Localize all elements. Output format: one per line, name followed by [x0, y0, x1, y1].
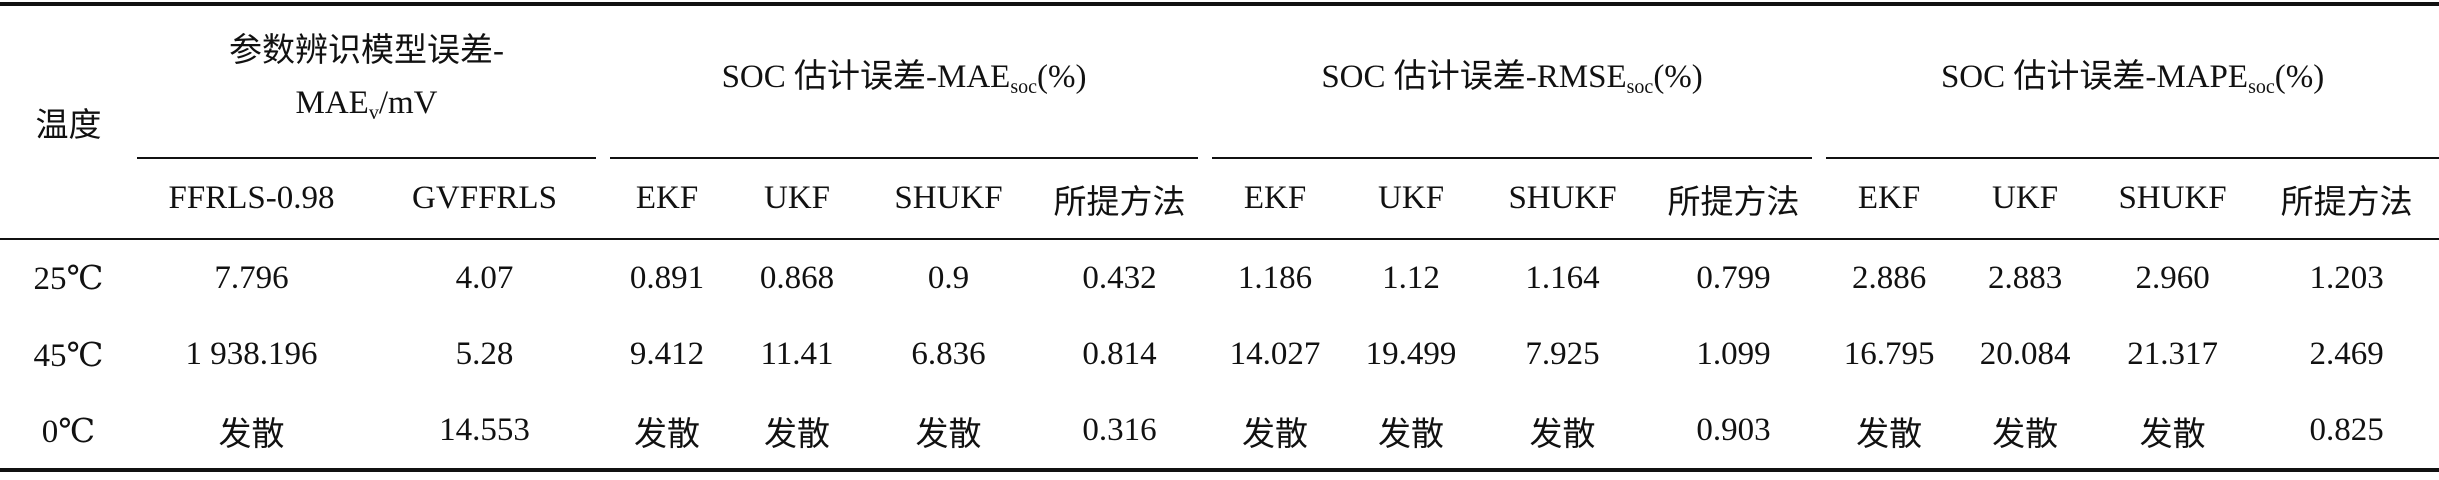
value-cell: 发散: [1992, 416, 2059, 453]
column-header: 所提方法: [2254, 159, 2439, 240]
value-cell: 21.317: [2127, 336, 2218, 372]
column-header: 所提方法: [1648, 159, 1820, 240]
label-suffix: (%): [1653, 58, 1703, 95]
value-cell: 1.164: [1525, 259, 1600, 296]
value-cell: 9.412: [629, 336, 705, 372]
column-header: UKF: [731, 159, 863, 240]
temperature-cell: 0℃: [41, 413, 96, 450]
value-cell: 5.28: [455, 336, 514, 372]
group-label: 参数辨识模型误差- MAEv/mV: [137, 6, 596, 159]
column-header: SHUKF: [1477, 159, 1649, 240]
value-cell: 0.316: [1082, 412, 1157, 448]
group-header: 参数辨识模型误差- MAEv/mV: [137, 4, 603, 159]
value-cell: 1 938.196: [185, 336, 318, 372]
value-cell: 1.186: [1237, 259, 1313, 296]
label-line: SOC 估计误差-MAEsoc(%): [722, 51, 1087, 113]
value-cell: 发散: [1529, 416, 1596, 453]
value-cell: 2.883: [1987, 259, 2063, 296]
value-cell: 2.886: [1851, 259, 1927, 296]
label-prefix: SOC 估计误差-: [721, 58, 937, 95]
value-cell: 11.41: [760, 336, 834, 372]
data-row: 25℃ 7.796 4.07 0.891 0.868 0.9 0.432 1.186 1.12 1…: [0, 239, 2439, 316]
label-subscript: v: [368, 101, 379, 124]
value-cell: 0.799: [1696, 259, 1771, 296]
label-line: SOC 估计误差-RMSEsoc(%): [1321, 51, 1702, 113]
value-cell: 发散: [218, 416, 285, 453]
column-header: EKF: [1819, 159, 1960, 240]
data-row: 0℃ 发散 14.553 发散 发散 发散 0.316 发散 发散 发散 0.903 发散 发散 发散 0.…: [0, 393, 2439, 470]
value-cell: 1.099: [1696, 336, 1771, 372]
value-cell: 发散: [1856, 416, 1923, 453]
value-cell: 20.084: [1979, 336, 2071, 372]
value-cell: 16.795: [1843, 336, 1935, 372]
value-cell: 发散: [764, 416, 830, 453]
value-cell: 0.903: [1696, 412, 1771, 448]
value-cell: 2.960: [2135, 259, 2210, 296]
value-cell: 1.12: [1382, 259, 1440, 296]
value-cell: 14.553: [439, 412, 530, 448]
value-cell: 0.868: [759, 259, 835, 296]
label-main: MAE: [295, 84, 369, 121]
label-suffix: (%): [1037, 58, 1087, 95]
value-cell: 发散: [1242, 416, 1309, 453]
value-cell: 发散: [1378, 416, 1445, 453]
label-prefix: SOC 估计误差-: [1321, 58, 1537, 95]
value-cell: 6.836: [911, 336, 986, 372]
value-cell: 2.469: [2309, 336, 2384, 372]
value-cell: 0.9: [927, 259, 970, 296]
column-header: GVFFRLS: [366, 159, 603, 240]
label-suffix: /mV: [378, 84, 438, 121]
column-header: FFRLS-0.98: [137, 159, 366, 240]
header-row: 温度 参数辨识模型误差- MAEv/mV SOC 估计误差-MAEsoc(%) SOC…: [0, 4, 2439, 240]
value-cell: 7.796: [214, 259, 289, 296]
value-cell: 发散: [2139, 416, 2206, 453]
column-header: UKF: [1345, 159, 1478, 240]
group-header: SOC 估计误差-MAEsoc(%): [603, 4, 1205, 159]
label-suffix: (%): [2274, 58, 2325, 95]
column-header: EKF: [1205, 159, 1346, 240]
temperature-cell: 45℃: [33, 337, 104, 374]
label-line: SOC 估计误差-MAPEsoc(%): [1941, 51, 2324, 113]
column-header: SHUKF: [2091, 159, 2255, 240]
group-label: SOC 估计误差-MAPEsoc(%): [1826, 6, 2439, 159]
value-cell: 0.825: [2309, 412, 2384, 448]
column-header: EKF: [603, 159, 731, 240]
column-header: SHUKF: [863, 159, 1034, 240]
data-row: 45℃ 1 938.196 5.28 9.412 11.41 6.836 0.814 14.0…: [0, 316, 2439, 393]
group-label: SOC 估计误差-RMSEsoc(%): [1212, 6, 1813, 159]
value-cell: 14.027: [1229, 336, 1321, 372]
label-prefix: SOC 估计误差-: [1940, 58, 2157, 95]
table-head: 温度 参数辨识模型误差- MAEv/mV SOC 估计误差-MAEsoc(%) SOC…: [0, 4, 2439, 240]
label-line: MAEv/mV: [295, 77, 437, 139]
value-cell: 0.814: [1082, 336, 1157, 372]
value-cell: 19.499: [1365, 336, 1457, 372]
label-main: RMSE: [1536, 58, 1627, 95]
label-subscript: soc: [2248, 75, 2275, 98]
value-cell: 0.432: [1082, 259, 1157, 296]
value-cell: 1.203: [2309, 259, 2384, 296]
results-table: 温度 参数辨识模型误差- MAEv/mV SOC 估计误差-MAEsoc(%) SOC…: [0, 2, 2439, 472]
header-cell: 温度: [0, 4, 137, 240]
group-header: SOC 估计误差-MAPEsoc(%): [1819, 4, 2439, 159]
label-subscript: soc: [1010, 75, 1038, 98]
temperature-cell: 25℃: [33, 261, 104, 297]
label-line: 参数辨识模型误差-: [229, 32, 504, 69]
value-cell: 0.891: [629, 259, 705, 296]
group-header: SOC 估计误差-RMSEsoc(%): [1205, 4, 1819, 159]
table-body: 25℃ 7.796 4.07 0.891 0.868 0.9 0.432 1.186 1.12 1…: [0, 239, 2439, 470]
column-header: UKF: [1959, 159, 2092, 240]
value-cell: 发散: [634, 416, 700, 453]
label-subscript: soc: [1626, 75, 1654, 98]
column-header: 所提方法: [1034, 159, 1206, 240]
label-main: MAE: [937, 58, 1011, 95]
value-cell: 7.925: [1525, 336, 1600, 372]
header-row: FFRLS-0.98 GVFFRLS EKF UKF SHUKF 所提方法 EKF UKF SH…: [0, 159, 2439, 240]
group-label: SOC 估计误差-MAEsoc(%): [610, 6, 1199, 159]
value-cell: 4.07: [455, 259, 514, 296]
value-cell: 发散: [915, 416, 982, 453]
label-main: MAPE: [2156, 58, 2249, 95]
